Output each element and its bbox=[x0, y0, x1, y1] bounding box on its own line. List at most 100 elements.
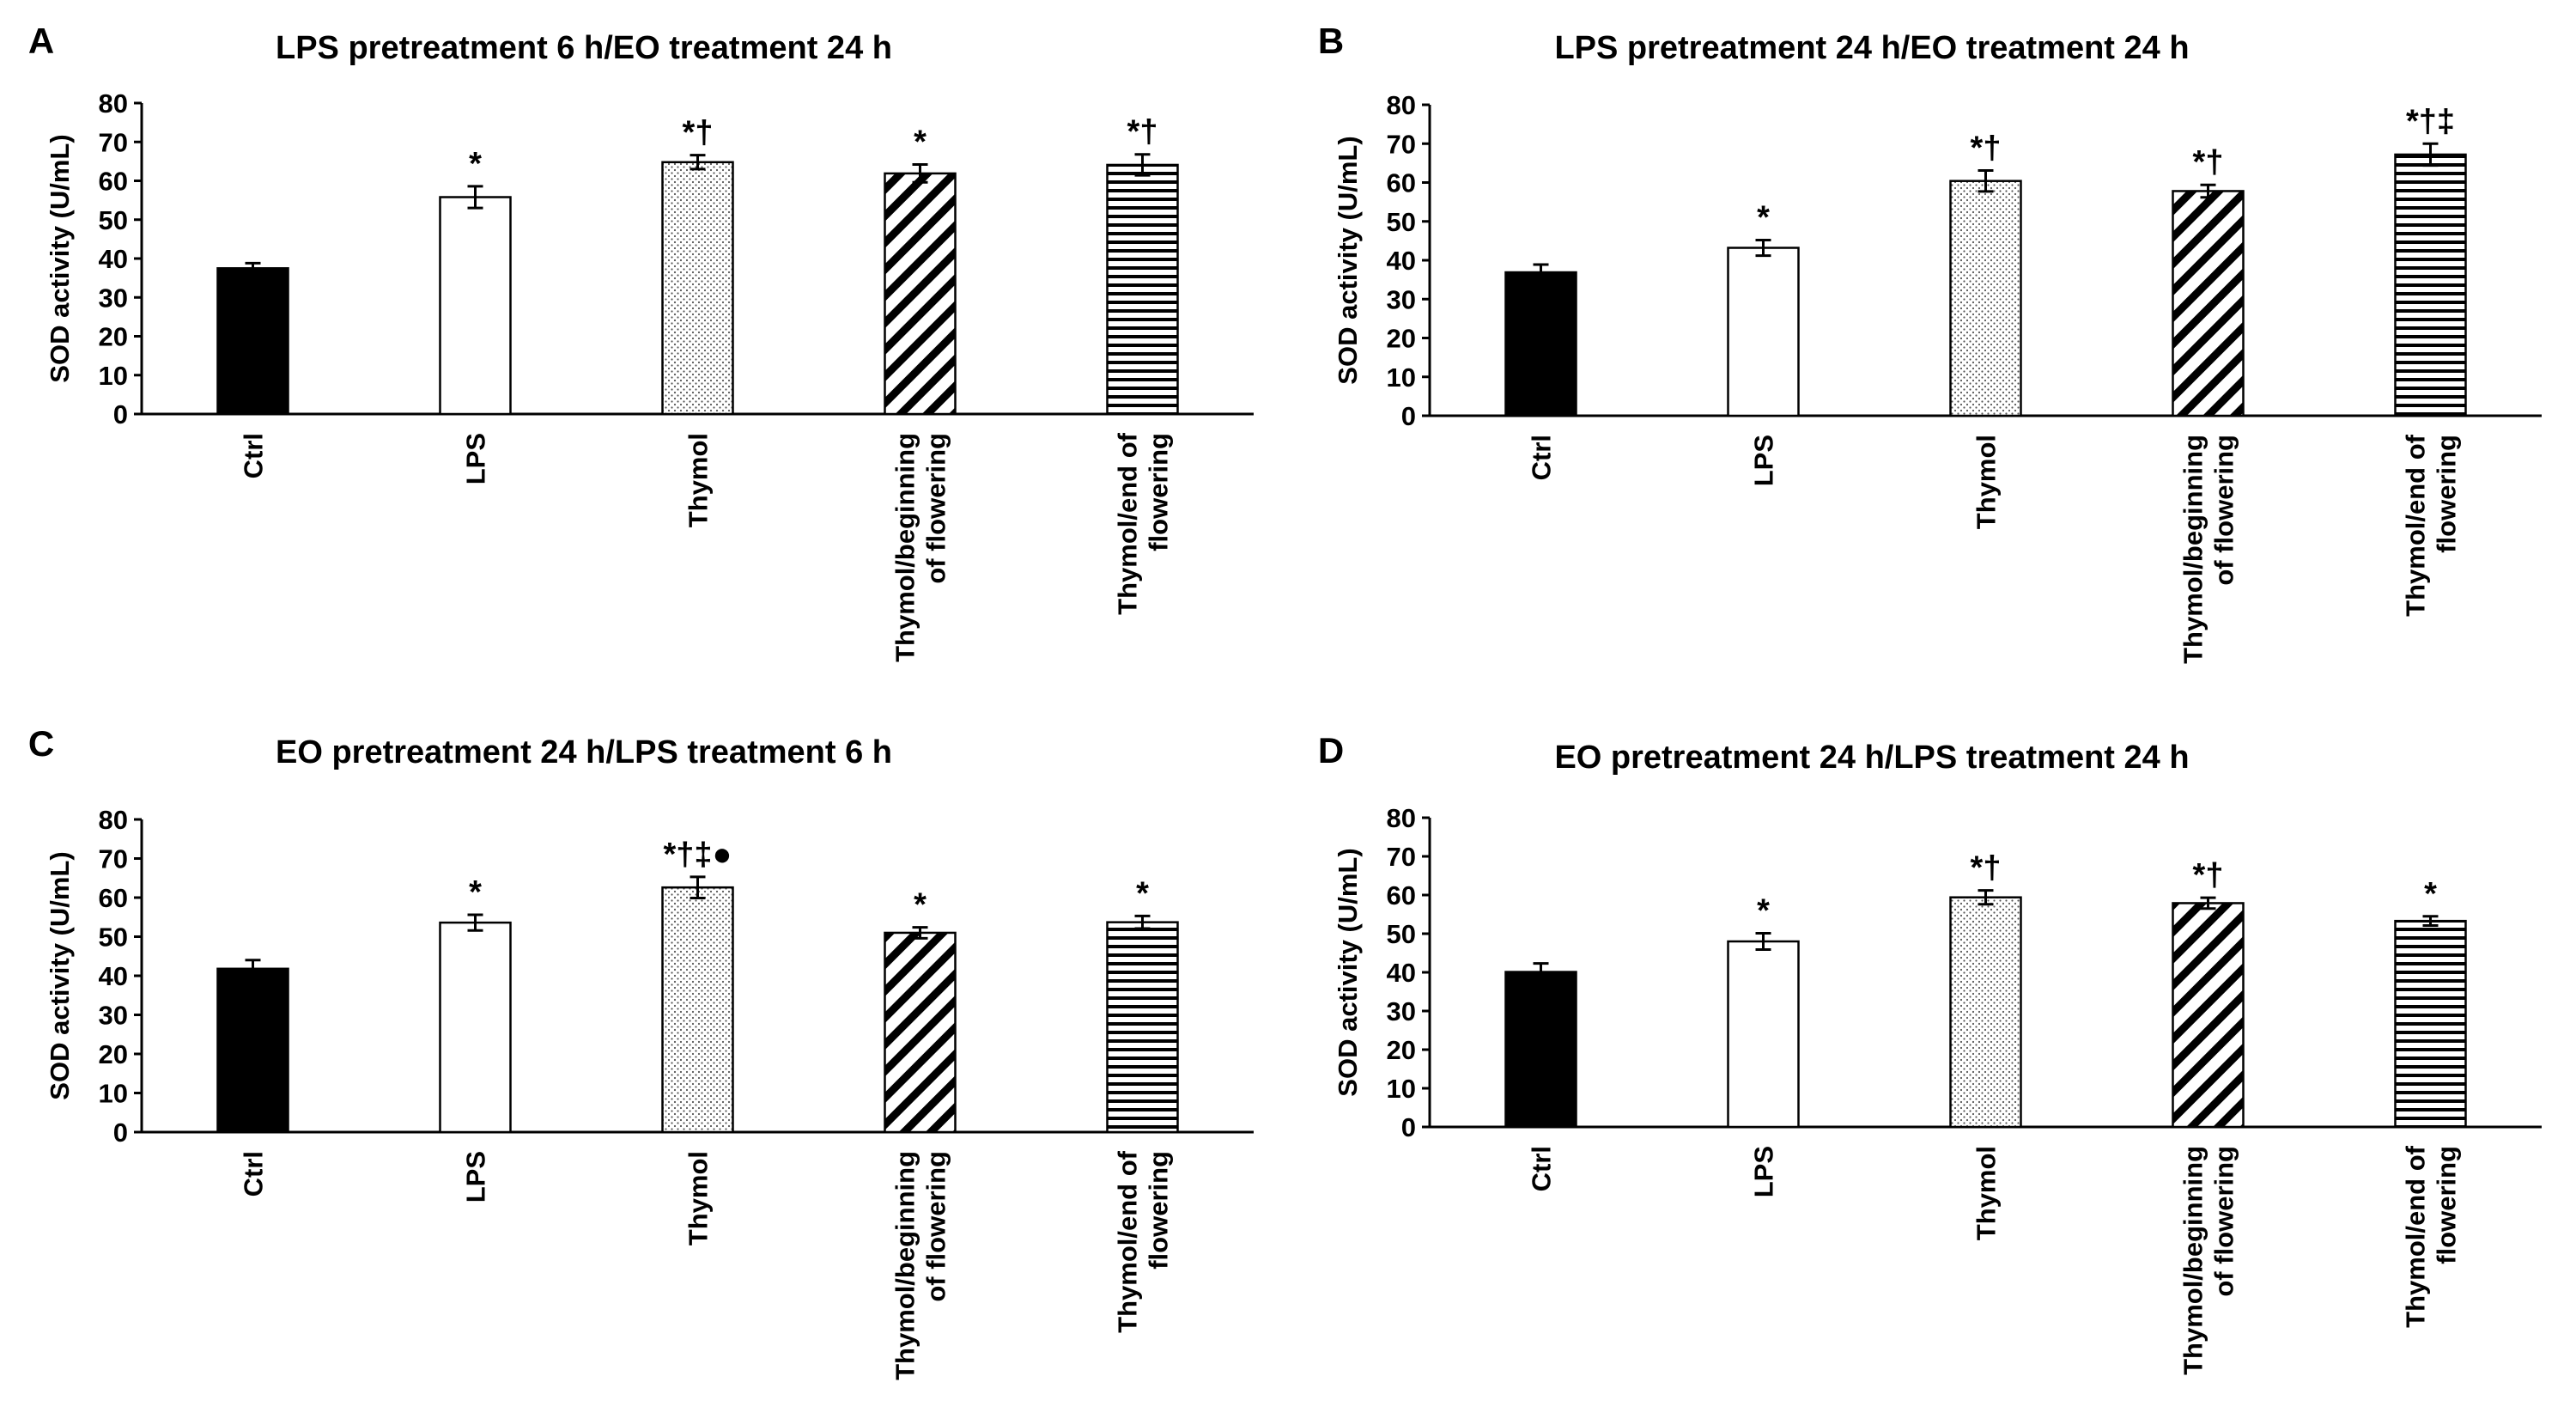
chart-title: EO pretreatment 24 h/LPS treatment 24 h bbox=[1554, 740, 2189, 776]
x-tick-label: Thymol bbox=[683, 1151, 714, 1245]
x-tick-label: Thymol/beginning bbox=[890, 433, 920, 662]
panel-letter: A bbox=[28, 21, 54, 61]
y-tick-label: 50 bbox=[99, 205, 128, 235]
y-tick-label: 0 bbox=[113, 399, 128, 429]
y-tick-label: 40 bbox=[1387, 246, 1416, 276]
y-tick-label: 10 bbox=[99, 361, 128, 391]
y-tick-label: 70 bbox=[99, 127, 128, 157]
panel-letter: D bbox=[1318, 730, 1344, 770]
y-tick-label: 80 bbox=[1387, 90, 1416, 120]
y-axis-label: SOD activity (U/mL) bbox=[45, 134, 75, 382]
y-tick-label: 70 bbox=[1387, 842, 1416, 872]
x-tick-label: LPS bbox=[1749, 1146, 1779, 1197]
y-tick-label: 20 bbox=[99, 322, 128, 352]
significance-label: * bbox=[469, 146, 482, 182]
x-tick-label: Thymol bbox=[1971, 1146, 2002, 1240]
significance-label: * bbox=[469, 874, 482, 910]
y-axis-label: SOD activity (U/mL) bbox=[1333, 848, 1363, 1096]
x-tick-label: Thymol bbox=[1971, 435, 2002, 529]
significance-label: * bbox=[1757, 199, 1770, 235]
y-tick-label: 20 bbox=[1387, 324, 1416, 354]
x-tick-label: Ctrl bbox=[239, 1151, 269, 1197]
bar bbox=[2394, 919, 2467, 1129]
y-tick-label: 70 bbox=[1387, 129, 1416, 159]
x-tick-label: of flowering bbox=[2209, 1146, 2239, 1297]
y-tick-label: 20 bbox=[1387, 1035, 1416, 1065]
y-axis-label: SOD activity (U/mL) bbox=[1333, 136, 1363, 384]
y-tick-label: 0 bbox=[1401, 1112, 1416, 1142]
chart-panel-b: B LPS pretreatment 24 h/EO treatment 24 h… bbox=[1318, 21, 2542, 664]
bar bbox=[2172, 190, 2245, 417]
x-tick-label: Thymol/end of bbox=[2401, 1145, 2431, 1328]
significance-label: * bbox=[1757, 893, 1770, 929]
significance-label: *† bbox=[1971, 850, 2002, 886]
y-tick-label: 30 bbox=[99, 1001, 128, 1031]
y-tick-label: 80 bbox=[99, 88, 128, 119]
bar bbox=[2172, 902, 2245, 1129]
significance-label: * bbox=[2424, 876, 2437, 912]
y-tick-label: 10 bbox=[1387, 362, 1416, 393]
y-tick-label: 30 bbox=[1387, 284, 1416, 314]
x-tick-label: Ctrl bbox=[1527, 1146, 1557, 1191]
bar bbox=[216, 267, 289, 416]
bar bbox=[439, 921, 512, 1134]
bar bbox=[216, 967, 289, 1134]
chart-panel-a: A LPS pretreatment 6 h/EO treatment 24 h S… bbox=[28, 21, 1254, 662]
y-tick-label: 30 bbox=[1387, 996, 1416, 1026]
y-axis-label: SOD activity (U/mL) bbox=[45, 851, 75, 1099]
y-tick-label: 60 bbox=[99, 883, 128, 913]
significance-label: *† bbox=[683, 115, 714, 151]
x-tick-label: Thymol/end of bbox=[1113, 1150, 1143, 1333]
bar bbox=[439, 196, 512, 416]
y-tick-label: 20 bbox=[99, 1039, 128, 1069]
significance-label: *† bbox=[2193, 144, 2224, 180]
x-tick-label: Thymol/end of bbox=[2401, 434, 2431, 617]
y-tick-label: 60 bbox=[1387, 880, 1416, 910]
x-tick-label: of flowering bbox=[921, 433, 951, 584]
x-tick-label: Ctrl bbox=[1527, 435, 1557, 480]
y-tick-label: 10 bbox=[1387, 1074, 1416, 1104]
y-tick-label: 80 bbox=[1387, 803, 1416, 833]
bar bbox=[1504, 971, 1577, 1129]
bar bbox=[1949, 896, 2022, 1129]
x-tick-label: LPS bbox=[461, 1151, 491, 1203]
y-tick-label: 0 bbox=[1401, 401, 1416, 431]
x-tick-label: of flowering bbox=[921, 1151, 951, 1302]
chart-title: LPS pretreatment 24 h/EO treatment 24 h bbox=[1554, 30, 2189, 66]
x-tick-label: flowering bbox=[2432, 435, 2462, 553]
x-tick-label: flowering bbox=[1144, 433, 1174, 551]
y-tick-label: 50 bbox=[1387, 919, 1416, 949]
bar bbox=[1106, 163, 1179, 416]
significance-label: * bbox=[1136, 875, 1149, 911]
y-tick-label: 60 bbox=[1387, 168, 1416, 198]
y-tick-label: 70 bbox=[99, 844, 128, 874]
bar bbox=[661, 161, 734, 416]
chart-title: LPS pretreatment 6 h/EO treatment 24 h bbox=[276, 30, 892, 66]
significance-label: *†‡● bbox=[663, 837, 732, 873]
x-tick-label: Thymol/beginning bbox=[2178, 1146, 2208, 1375]
bar bbox=[1504, 271, 1577, 417]
x-tick-label: Thymol bbox=[683, 433, 714, 527]
bar bbox=[884, 172, 957, 416]
significance-label: *† bbox=[1971, 130, 2002, 166]
panel-letter: B bbox=[1318, 21, 1344, 61]
significance-label: *†‡ bbox=[2406, 103, 2455, 139]
y-tick-label: 60 bbox=[99, 167, 128, 197]
x-tick-label: flowering bbox=[1144, 1151, 1174, 1270]
bar bbox=[1106, 921, 1179, 1134]
x-tick-label: flowering bbox=[2432, 1146, 2462, 1264]
y-tick-label: 40 bbox=[99, 961, 128, 991]
bar bbox=[2394, 153, 2467, 417]
y-tick-label: 30 bbox=[99, 283, 128, 313]
bar bbox=[661, 886, 734, 1134]
x-tick-label: of flowering bbox=[2209, 435, 2239, 586]
significance-label: *† bbox=[2193, 857, 2224, 893]
x-tick-label: Thymol/beginning bbox=[2178, 435, 2208, 664]
y-tick-label: 50 bbox=[99, 923, 128, 953]
y-tick-label: 80 bbox=[99, 805, 128, 835]
y-tick-label: 0 bbox=[113, 1117, 128, 1148]
x-tick-label: LPS bbox=[461, 433, 491, 484]
x-tick-label: Thymol/end of bbox=[1113, 432, 1143, 615]
panel-letter: C bbox=[28, 723, 54, 764]
bar bbox=[1727, 940, 1800, 1129]
